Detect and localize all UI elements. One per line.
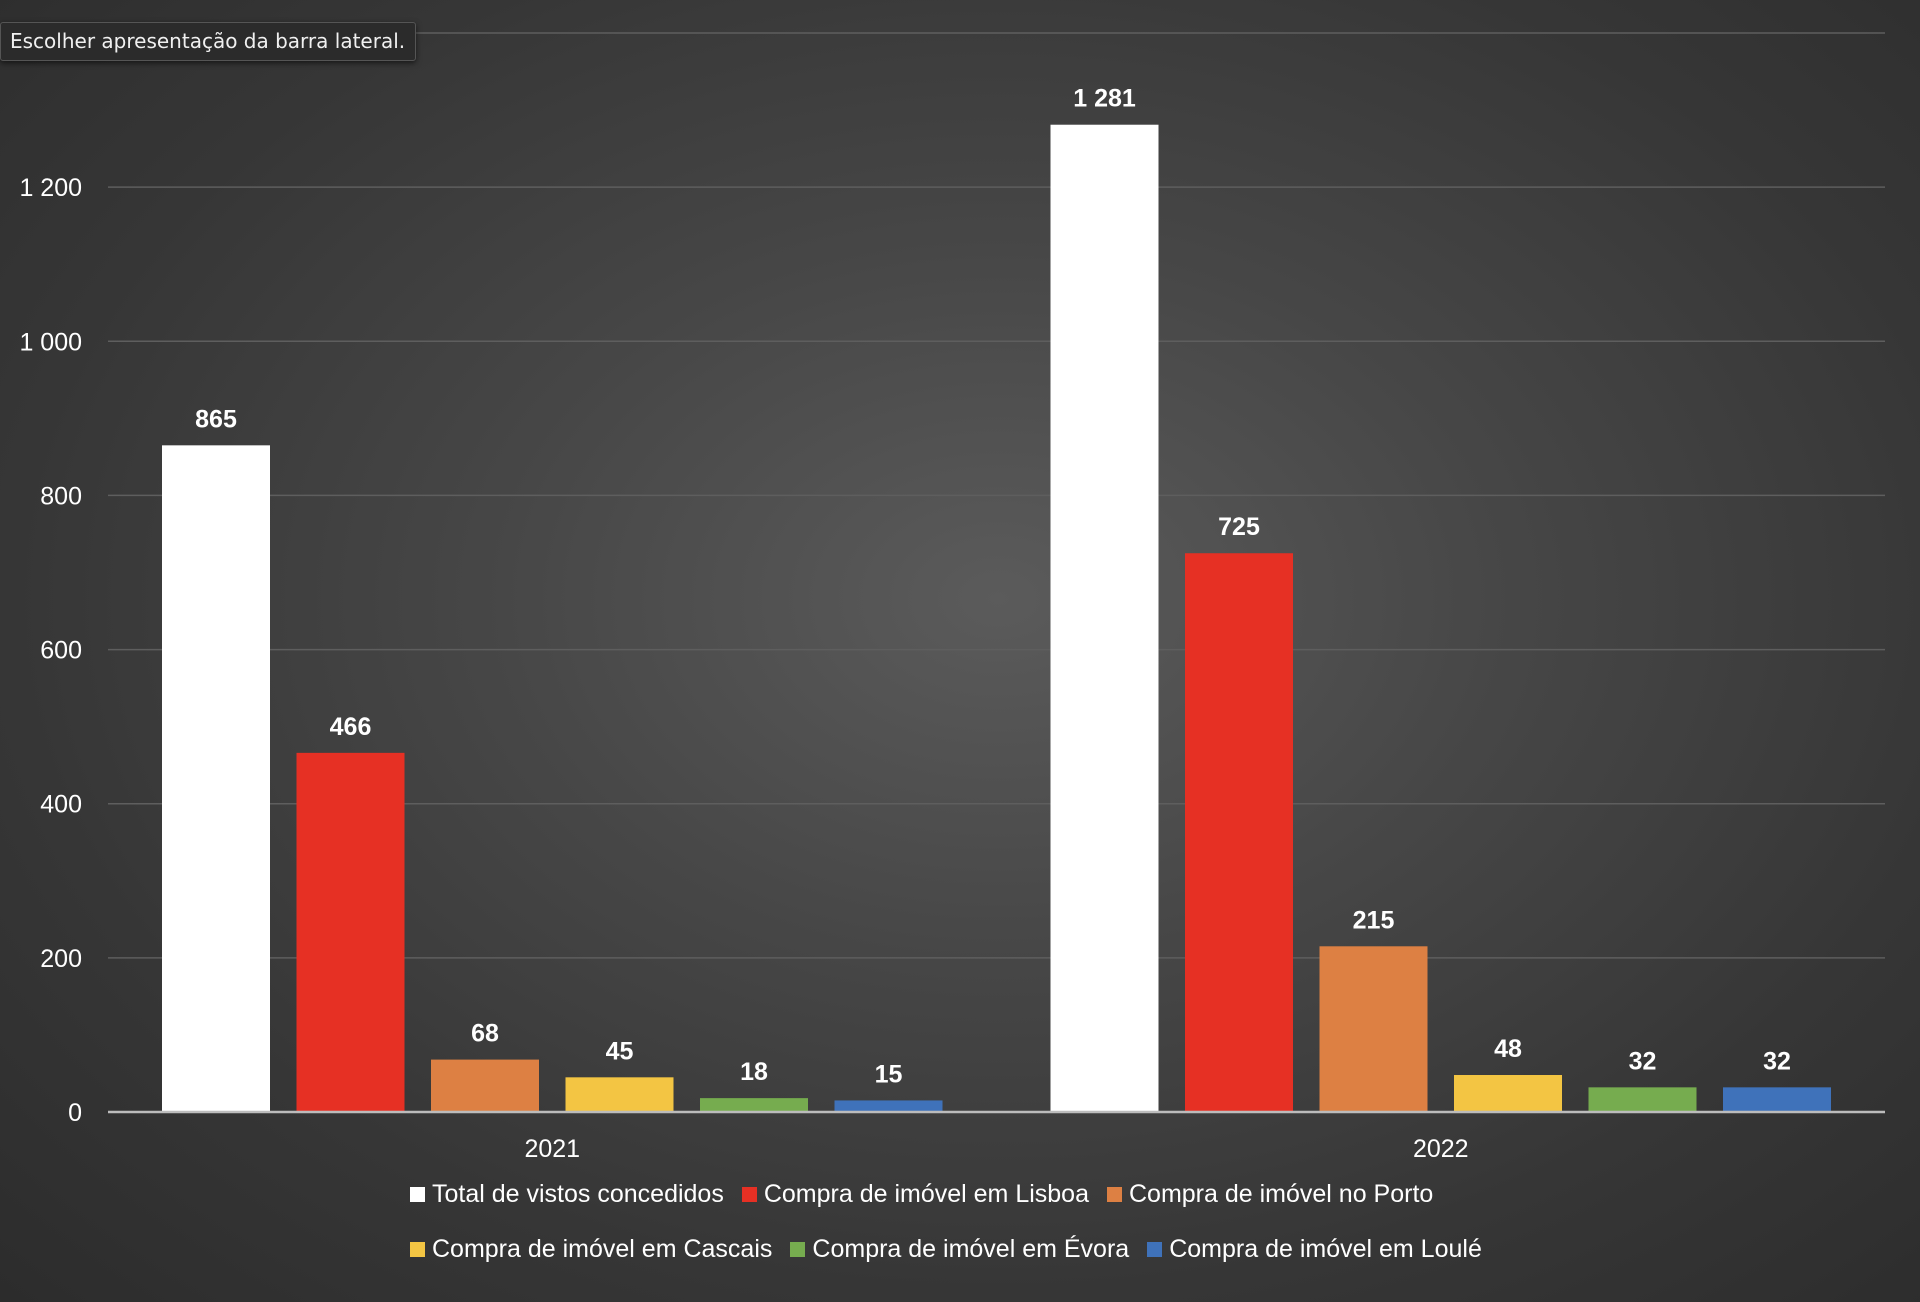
y-tick-label: 600 <box>40 637 82 665</box>
x-category-label: 2021 <box>524 1135 580 1163</box>
y-tick-label: 200 <box>40 945 82 973</box>
bar-value-label: 1 281 <box>1073 85 1136 113</box>
legend-swatch <box>790 1242 806 1257</box>
legend-item: Compra de imóvel no Porto <box>1107 1180 1433 1209</box>
bar-value-label: 466 <box>330 713 372 741</box>
legend-swatch <box>1147 1242 1163 1257</box>
bar-value-label: 45 <box>606 1037 634 1065</box>
bar-value-label: 68 <box>471 1020 499 1048</box>
bar-value-label: 32 <box>1629 1047 1657 1075</box>
bar <box>1185 553 1293 1112</box>
legend-item: Compra de imóvel em Loulé <box>1147 1235 1482 1264</box>
bar-value-label: 865 <box>195 405 237 433</box>
bar-value-label: 18 <box>740 1058 768 1086</box>
legend-label: Compra de imóvel em Cascais <box>432 1235 773 1263</box>
legend-swatch <box>410 1242 425 1257</box>
sidebar-tooltip: Escolher apresentação da barra lateral. <box>0 22 417 61</box>
bar <box>431 1059 539 1112</box>
bar-value-label: 215 <box>1353 906 1395 934</box>
legend-label: Compra de imóvel em Lisboa <box>763 1180 1089 1208</box>
bar <box>700 1098 808 1112</box>
bar <box>1454 1075 1562 1112</box>
y-tick-label: 800 <box>40 482 82 510</box>
legend-item: Total de vistos concedidos <box>410 1180 724 1209</box>
bar <box>296 752 405 1112</box>
legend-item: Compra de imóvel em Évora <box>790 1235 1129 1264</box>
bar-value-label: 48 <box>1494 1035 1522 1063</box>
bar-value-label: 32 <box>1763 1047 1791 1075</box>
legend-item: Compra de imóvel em Lisboa <box>741 1180 1089 1209</box>
y-tick-label: 0 <box>68 1099 82 1127</box>
y-tick-label: 400 <box>40 791 82 819</box>
legend-label: Compra de imóvel em Évora <box>812 1235 1130 1263</box>
legend-label: Compra de imóvel no Porto <box>1129 1180 1434 1208</box>
bar-value-label: 725 <box>1218 513 1260 541</box>
bar <box>1588 1087 1697 1112</box>
bar <box>565 1077 674 1112</box>
y-tick-label: 1 000 <box>19 328 82 356</box>
bar <box>1319 946 1428 1112</box>
legend-label: Compra de imóvel em Loulé <box>1169 1235 1482 1263</box>
bar <box>834 1100 943 1112</box>
bar <box>162 445 270 1112</box>
x-category-label: 2022 <box>1413 1135 1469 1163</box>
bar-value-label: 15 <box>875 1060 903 1088</box>
bar <box>1050 124 1159 1113</box>
bars <box>162 124 1831 1113</box>
legend: Total de vistos concedidos Compra de imóv… <box>410 1180 1550 1264</box>
legend-swatch <box>1107 1187 1122 1202</box>
bar <box>1723 1087 1831 1112</box>
y-tick-label: 1 200 <box>19 174 82 202</box>
legend-item: Compra de imóvel em Cascais <box>410 1235 772 1264</box>
x-axis-categories: 2021 2022 <box>524 1135 1468 1163</box>
data-labels: 865 466 68 45 18 15 1 281 725 215 48 32 32 <box>195 85 1791 1089</box>
legend-swatch <box>741 1187 757 1202</box>
legend-swatch <box>410 1187 425 1202</box>
legend-label: Total de vistos concedidos <box>432 1180 724 1208</box>
